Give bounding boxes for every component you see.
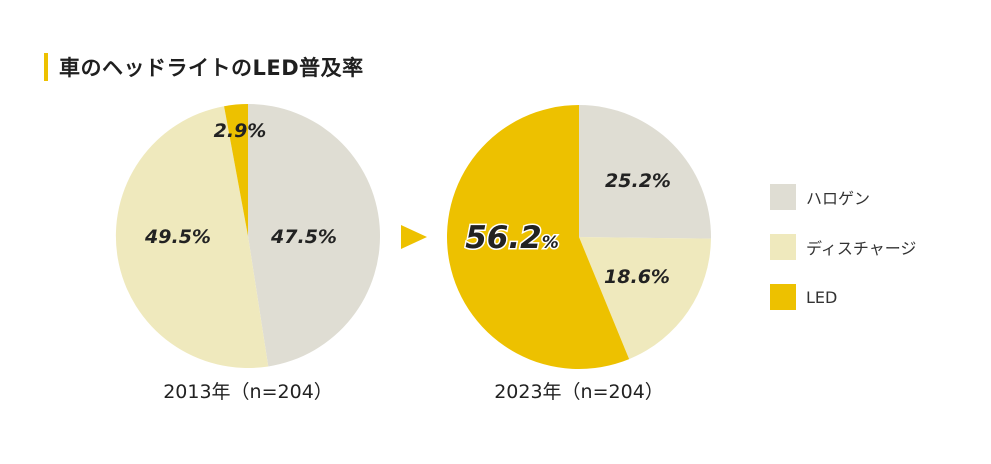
legend-label-discharge: ディスチャージ: [806, 239, 917, 258]
data-label-led: 56.2%: [465, 220, 559, 256]
pie-2013: 47.5% 49.5% 2.9%: [115, 104, 381, 369]
data-label-discharge: 49.5%: [144, 226, 211, 248]
legend-swatch-discharge: [770, 234, 796, 260]
caption-2013: 2013年（n=204）: [163, 381, 333, 403]
pie-slice-led: [224, 104, 248, 236]
title-accent-bar: [44, 53, 48, 81]
legend-swatch-led: [770, 284, 796, 310]
pie-slice-discharge: [115, 106, 269, 369]
pie-slice-halogen: [248, 104, 381, 367]
data-label-halogen: 47.5%: [270, 226, 337, 248]
pie-slice-discharge: [579, 237, 711, 360]
pie-2023: 25.2% 18.6% 56.2%: [446, 105, 712, 369]
legend-item-discharge: ディスチャージ: [770, 234, 916, 260]
pie-slice-led: [446, 105, 630, 369]
legend: ハロゲン ディスチャージ LED: [770, 184, 916, 334]
legend-item-halogen: ハロゲン: [770, 184, 916, 210]
chart-title: 車のヘッドライトのLED普及率: [59, 56, 364, 80]
legend-item-led: LED: [770, 284, 916, 310]
legend-swatch-halogen: [770, 184, 796, 210]
pie-slice-halogen: [579, 105, 712, 239]
data-label-led: 2.9%: [214, 120, 267, 142]
legend-label-led: LED: [806, 287, 838, 307]
arrow-icon: [401, 225, 427, 249]
legend-label-halogen: ハロゲン: [806, 189, 871, 208]
caption-2023: 2023年（n=204）: [494, 381, 664, 403]
data-label-halogen: 25.2%: [605, 170, 671, 192]
data-label-discharge: 18.6%: [604, 266, 670, 288]
